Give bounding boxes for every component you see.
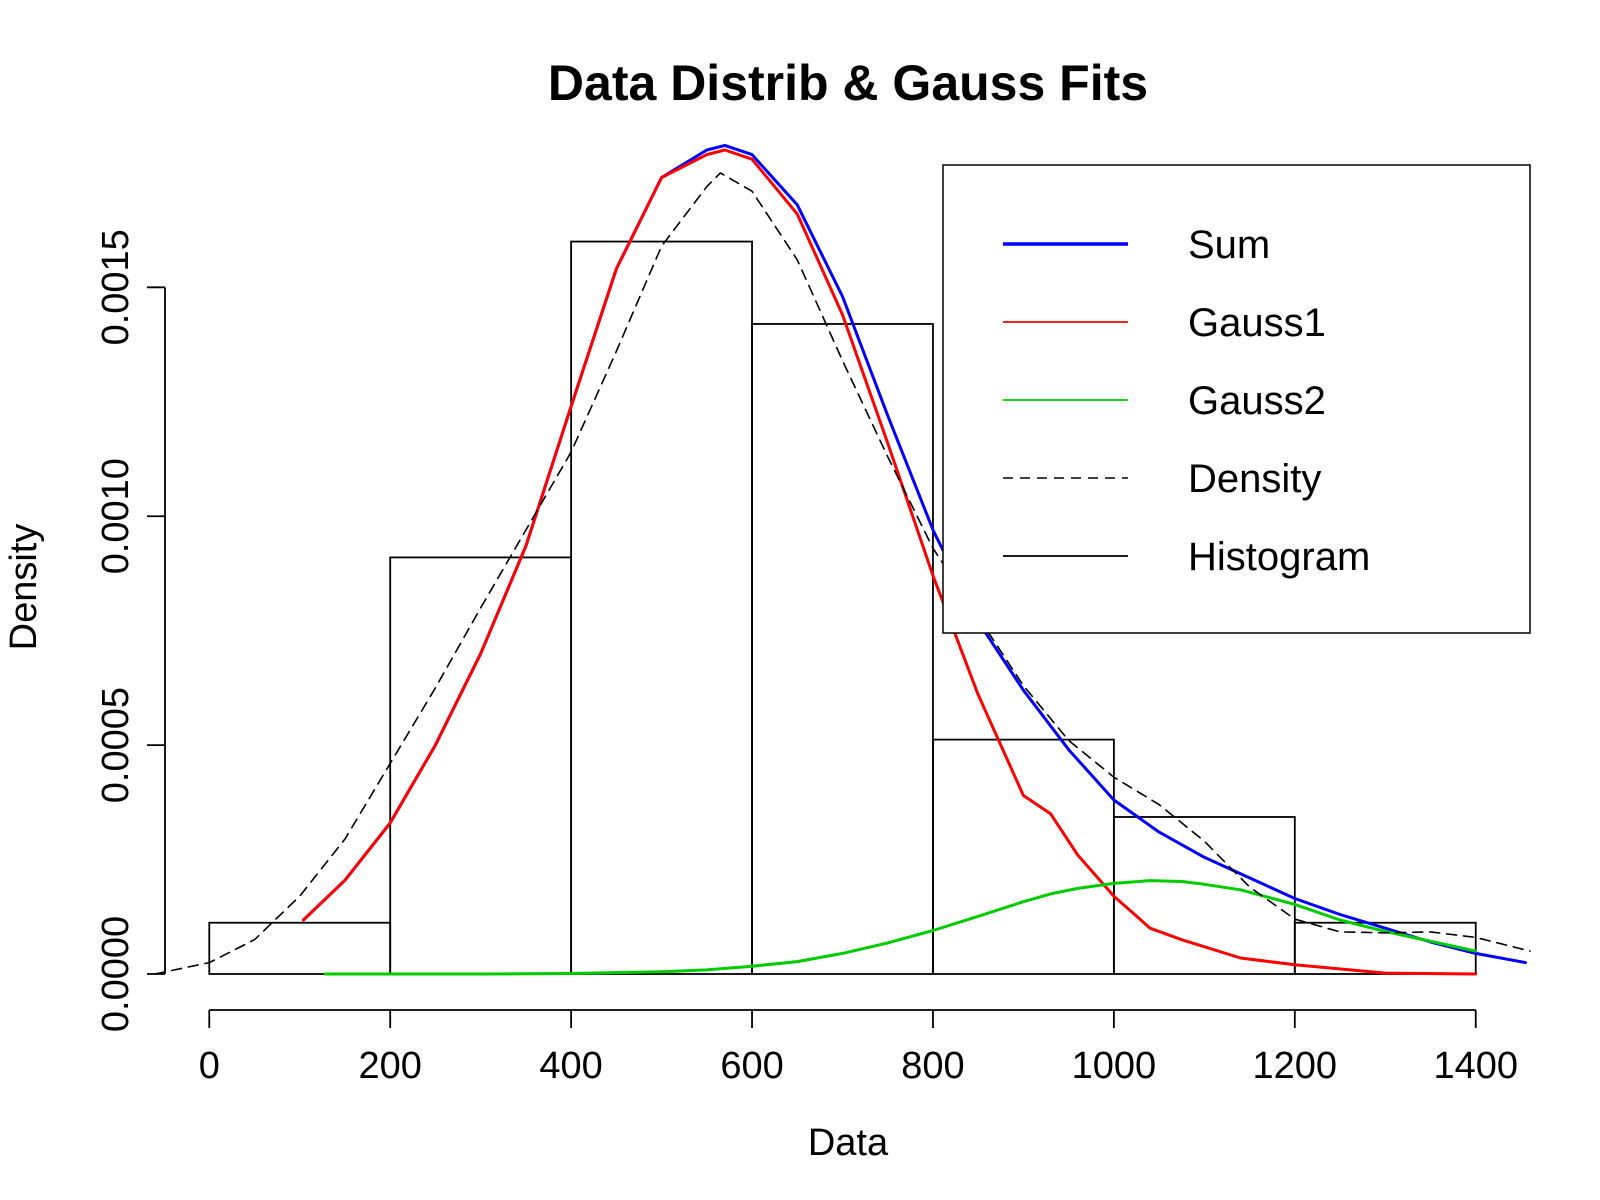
histogram-bar xyxy=(570,240,753,975)
x-tick-label: 1200 xyxy=(1253,1045,1338,1087)
histogram-bar xyxy=(389,556,573,975)
y-axis-title: Density xyxy=(3,524,45,651)
legend-label-sum: Sum xyxy=(1188,223,1270,267)
y-tick-label: 0.0015 xyxy=(95,229,137,345)
y-tick-label: 0.0000 xyxy=(95,916,137,1032)
x-tick-label: 600 xyxy=(720,1045,783,1087)
legend: Sum Gauss1 Gauss2 Density Histogram xyxy=(942,164,1531,634)
histogram-bar xyxy=(751,323,934,975)
series-line-density xyxy=(154,172,1531,975)
legend-label-histogram: Histogram xyxy=(1188,535,1370,579)
x-tick-label: 400 xyxy=(539,1045,602,1087)
x-tick-label: 0 xyxy=(199,1045,220,1087)
y-tick-label: 0.0010 xyxy=(95,458,137,574)
x-tick-label: 1000 xyxy=(1072,1045,1157,1087)
x-axis: 0 200 400 600 800 1000 1200 1400 xyxy=(199,1009,1518,1087)
legend-label-gauss2: Gauss2 xyxy=(1188,379,1326,423)
chart-title: Data Distrib & Gauss Fits xyxy=(548,55,1148,111)
x-axis-title: Data xyxy=(808,1122,889,1164)
series-lines xyxy=(154,143,1531,976)
legend-label-gauss1: Gauss1 xyxy=(1188,301,1326,345)
x-tick-label: 1400 xyxy=(1433,1045,1518,1087)
histogram-bar xyxy=(1112,816,1296,975)
histogram-bar xyxy=(932,738,1115,975)
legend-label-density: Density xyxy=(1188,457,1321,501)
x-tick-label: 200 xyxy=(358,1045,421,1087)
y-axis: 0.0000 0.0005 0.0010 0.0015 xyxy=(95,229,166,1032)
y-tick-label: 0.0005 xyxy=(95,687,137,803)
series-line-gauss1 xyxy=(301,148,1478,976)
series-line-gauss2 xyxy=(323,879,1478,976)
x-tick-label: 800 xyxy=(901,1045,964,1087)
